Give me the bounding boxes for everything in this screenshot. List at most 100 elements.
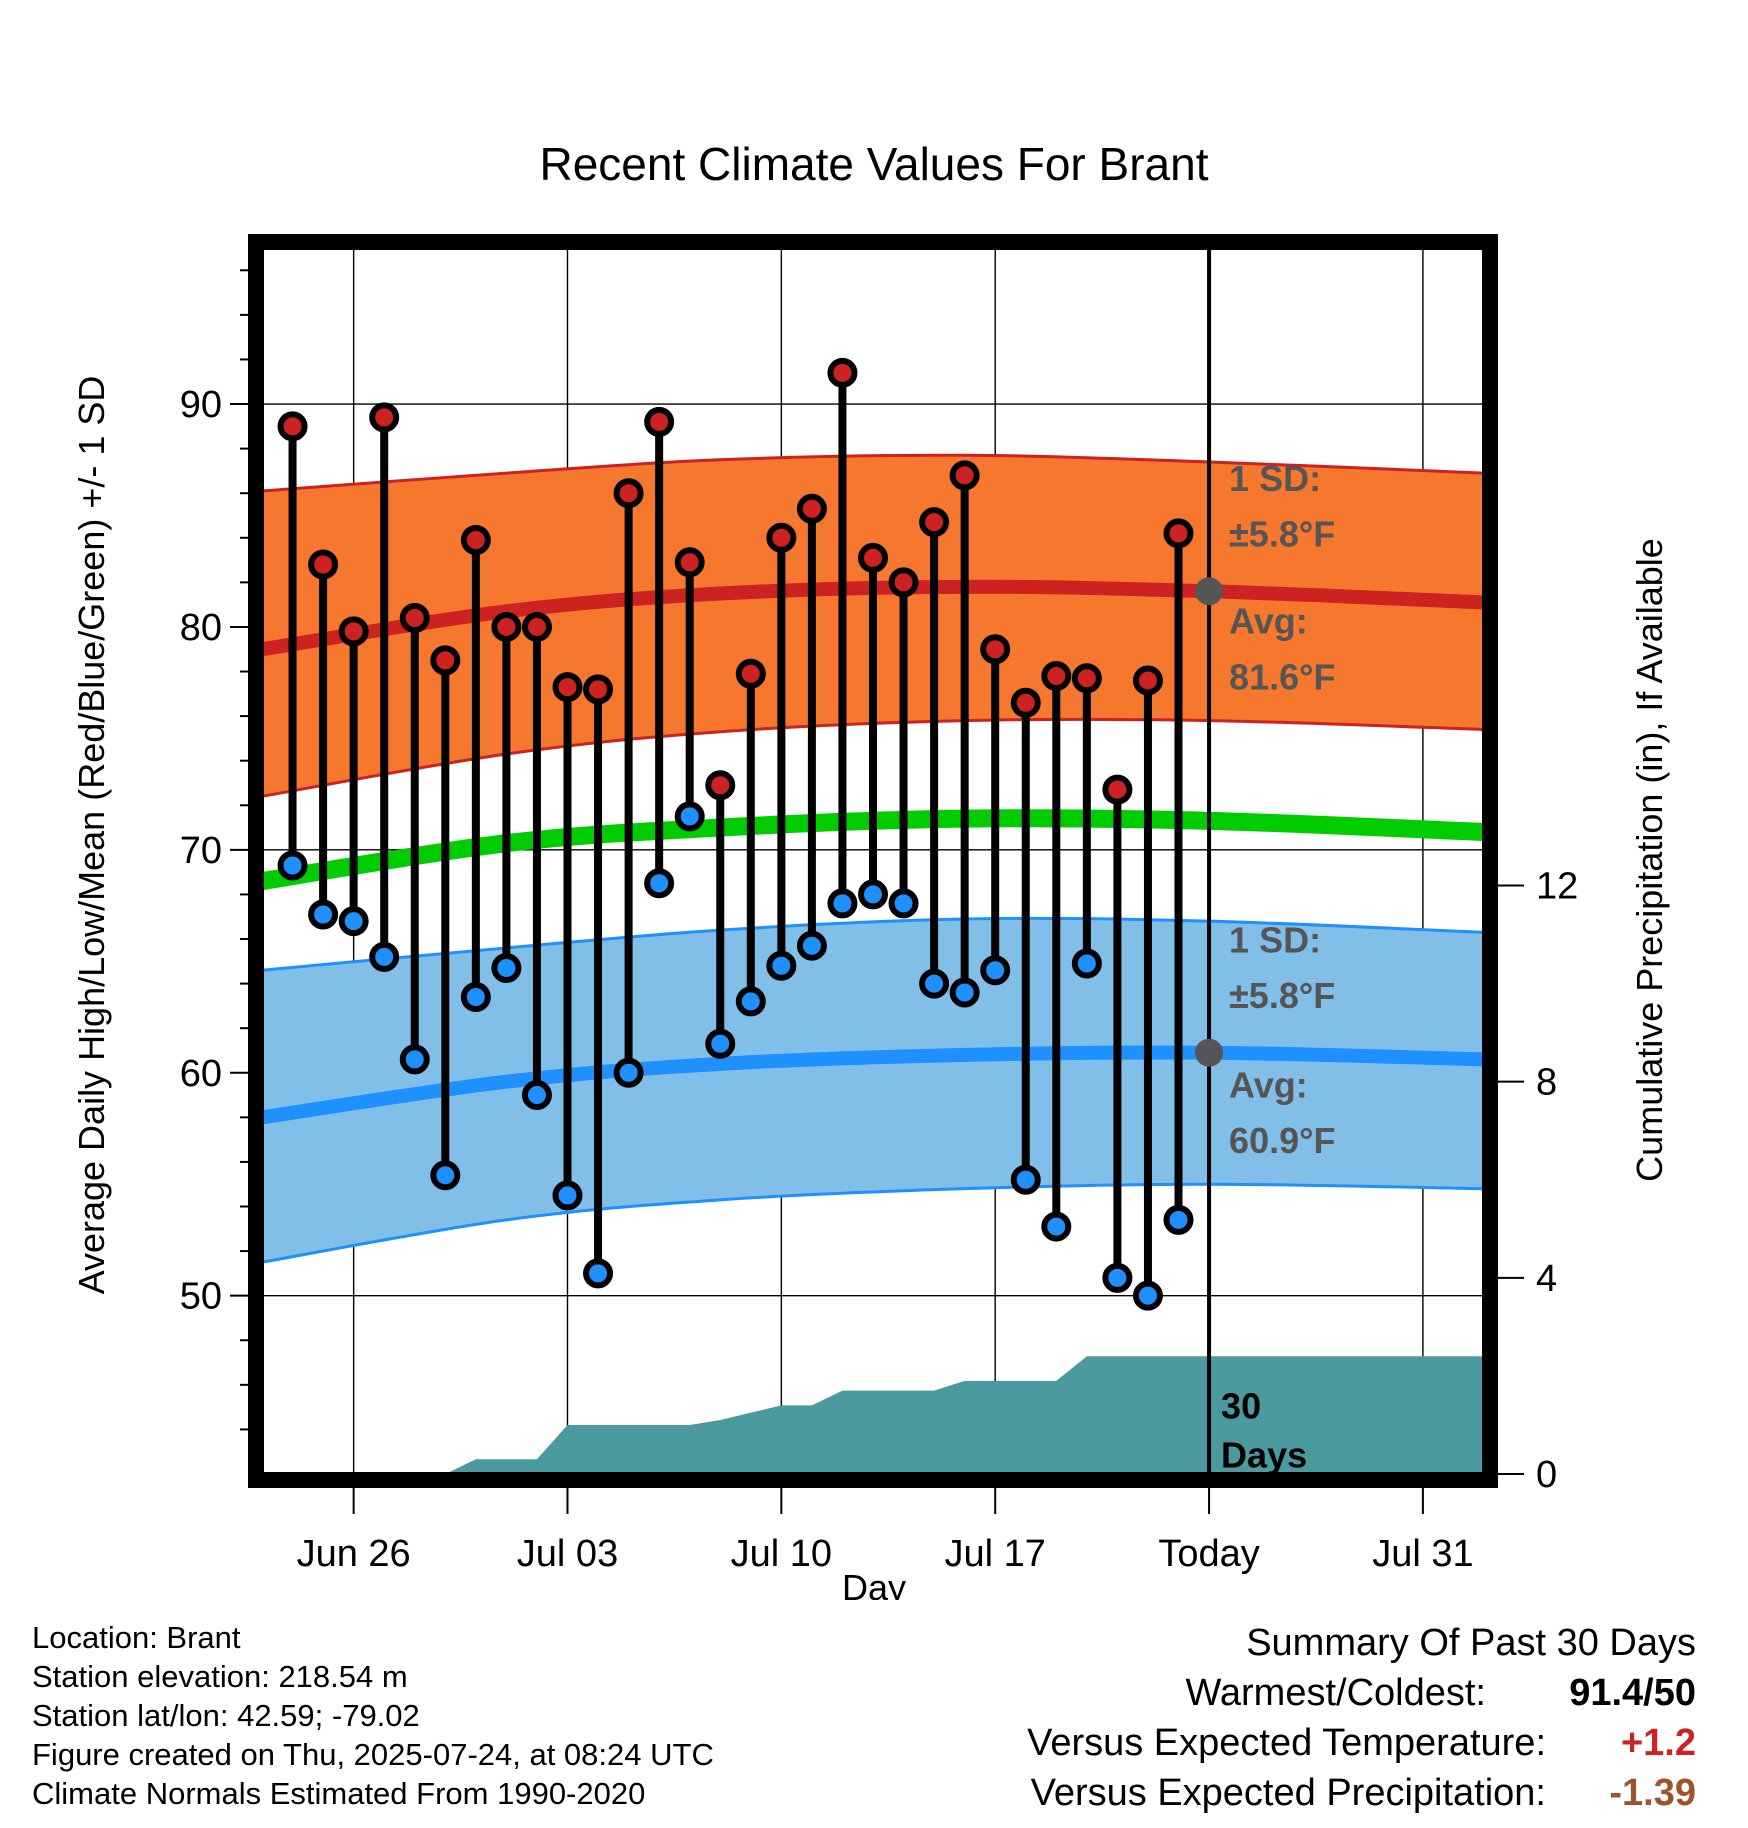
low-avg-label: Avg: bbox=[1229, 1064, 1308, 1105]
y-axis-label: Average Daily High/Low/Mean (Red/Blue/Gr… bbox=[71, 376, 112, 1295]
high-sd-upper-edge bbox=[262, 453, 1484, 493]
y-tick-label: 70 bbox=[180, 830, 222, 872]
info-normals: Climate Normals Estimated From 1990-2020 bbox=[32, 1776, 646, 1811]
warmest-coldest-label: Warmest/Coldest: bbox=[1185, 1672, 1486, 1714]
high-point bbox=[1163, 518, 1194, 549]
low-point bbox=[1163, 1204, 1194, 1235]
low-avg-line bbox=[262, 1045, 1484, 1125]
high-point bbox=[644, 406, 675, 437]
low-point bbox=[949, 977, 980, 1008]
low-point bbox=[827, 888, 858, 919]
low-point bbox=[980, 955, 1011, 986]
low-point bbox=[1041, 1211, 1072, 1242]
high-point bbox=[980, 634, 1011, 665]
low-point bbox=[399, 1044, 430, 1075]
low-point bbox=[919, 968, 950, 999]
low-sd-label: 1 SD: bbox=[1229, 919, 1321, 960]
high-point bbox=[369, 402, 400, 433]
y-tick-label: 90 bbox=[180, 384, 222, 426]
x-tick-label: Jul 10 bbox=[731, 1533, 832, 1575]
high-point bbox=[796, 493, 827, 524]
high-sd-value: ±5.8°F bbox=[1229, 514, 1335, 555]
info-created: Figure created on Thu, 2025-07-24, at 08… bbox=[32, 1737, 714, 1772]
high-point bbox=[430, 645, 461, 676]
y2-tick-label: 0 bbox=[1536, 1454, 1557, 1496]
high-point bbox=[613, 478, 644, 509]
high-point bbox=[1132, 665, 1163, 696]
low-point bbox=[491, 952, 522, 983]
high-point bbox=[949, 460, 980, 491]
climate-chart: Recent Climate Values For Brant 1 SD: ±5.… bbox=[71, 138, 1670, 1600]
y2-tick-label: 12 bbox=[1536, 866, 1578, 908]
low-point bbox=[858, 879, 888, 910]
low-sd-lower-edge bbox=[262, 1182, 1484, 1264]
high-point bbox=[583, 674, 614, 705]
low-point bbox=[1102, 1262, 1133, 1293]
info-elevation: Station elevation: 218.54 m bbox=[32, 1659, 408, 1694]
low-point bbox=[552, 1180, 583, 1211]
precip-vs-expected-value: -1.39 bbox=[1609, 1772, 1696, 1814]
low-point bbox=[308, 899, 339, 930]
high-point bbox=[858, 542, 888, 573]
high-sd-label: 1 SD: bbox=[1229, 458, 1321, 499]
low-point bbox=[277, 850, 308, 881]
high-point bbox=[1071, 663, 1102, 694]
warmest-coldest-value: 91.4/50 bbox=[1569, 1672, 1696, 1714]
x-tick-label: Jul 31 bbox=[1372, 1533, 1473, 1575]
y2-tick-label: 8 bbox=[1536, 1062, 1557, 1104]
low-point bbox=[674, 801, 705, 832]
low-point bbox=[430, 1160, 461, 1191]
plot-frame bbox=[248, 234, 1498, 1488]
x-tick-label: Today bbox=[1158, 1533, 1259, 1575]
summary-row-precip: Versus Expected Precipitation: -1.39 bbox=[736, 1768, 1696, 1818]
summary-heading: Summary Of Past 30 Days bbox=[1246, 1622, 1696, 1664]
low-point bbox=[521, 1080, 552, 1111]
low-point bbox=[644, 868, 675, 899]
precip-area bbox=[262, 1356, 1484, 1474]
low-point bbox=[583, 1258, 614, 1289]
x-axis-label: Day bbox=[842, 1567, 906, 1600]
y-tick-label: 60 bbox=[180, 1053, 222, 1095]
high-point bbox=[338, 616, 369, 647]
low-point bbox=[766, 950, 797, 981]
temp-vs-expected-value: +1.2 bbox=[1620, 1722, 1696, 1764]
high-point bbox=[491, 611, 522, 642]
high-point bbox=[919, 507, 950, 538]
precip-vs-expected-label: Versus Expected Precipitation: bbox=[1030, 1772, 1546, 1814]
high-point bbox=[766, 522, 797, 553]
temp-vs-expected-label: Versus Expected Temperature: bbox=[1027, 1722, 1546, 1764]
low-point bbox=[338, 906, 369, 937]
plot-area bbox=[262, 248, 1484, 1474]
high-point bbox=[399, 603, 430, 634]
info-latlon: Station lat/lon: 42.59; -79.02 bbox=[32, 1698, 420, 1733]
high-point bbox=[735, 658, 766, 689]
y-tick-label: 50 bbox=[180, 1276, 222, 1318]
chart-title: Recent Climate Values For Brant bbox=[540, 138, 1209, 190]
high-point bbox=[827, 357, 858, 388]
low-point bbox=[1071, 948, 1102, 979]
high-avg-label: Avg: bbox=[1229, 601, 1308, 642]
low-avg-value: 60.9°F bbox=[1229, 1120, 1335, 1161]
station-info: Location: Brant Station elevation: 218.5… bbox=[32, 1618, 714, 1813]
x-tick-label: Jun 26 bbox=[297, 1533, 411, 1575]
low-point bbox=[613, 1057, 644, 1088]
high-point bbox=[552, 672, 583, 703]
high-point bbox=[888, 567, 919, 598]
y2-tick-label: 4 bbox=[1536, 1258, 1557, 1300]
low-point bbox=[460, 981, 491, 1012]
x-tick-label: Jul 03 bbox=[517, 1533, 618, 1575]
x-tick-label: Jul 17 bbox=[944, 1533, 1045, 1575]
precip-label-line2: Days bbox=[1221, 1434, 1307, 1475]
low-point bbox=[735, 986, 766, 1017]
today-high-avg-marker bbox=[1195, 577, 1224, 606]
high-avg-value: 81.6°F bbox=[1229, 656, 1335, 697]
low-point bbox=[1010, 1164, 1041, 1195]
high-point bbox=[1010, 687, 1041, 718]
high-point bbox=[460, 525, 491, 556]
high-point bbox=[308, 549, 339, 580]
low-point bbox=[796, 930, 827, 961]
today-low-avg-marker bbox=[1195, 1038, 1224, 1067]
summary-row-warmest: Warmest/Coldest: 91.4/50 bbox=[736, 1668, 1696, 1718]
info-location: Location: Brant bbox=[32, 1620, 241, 1655]
high-point bbox=[521, 611, 552, 642]
